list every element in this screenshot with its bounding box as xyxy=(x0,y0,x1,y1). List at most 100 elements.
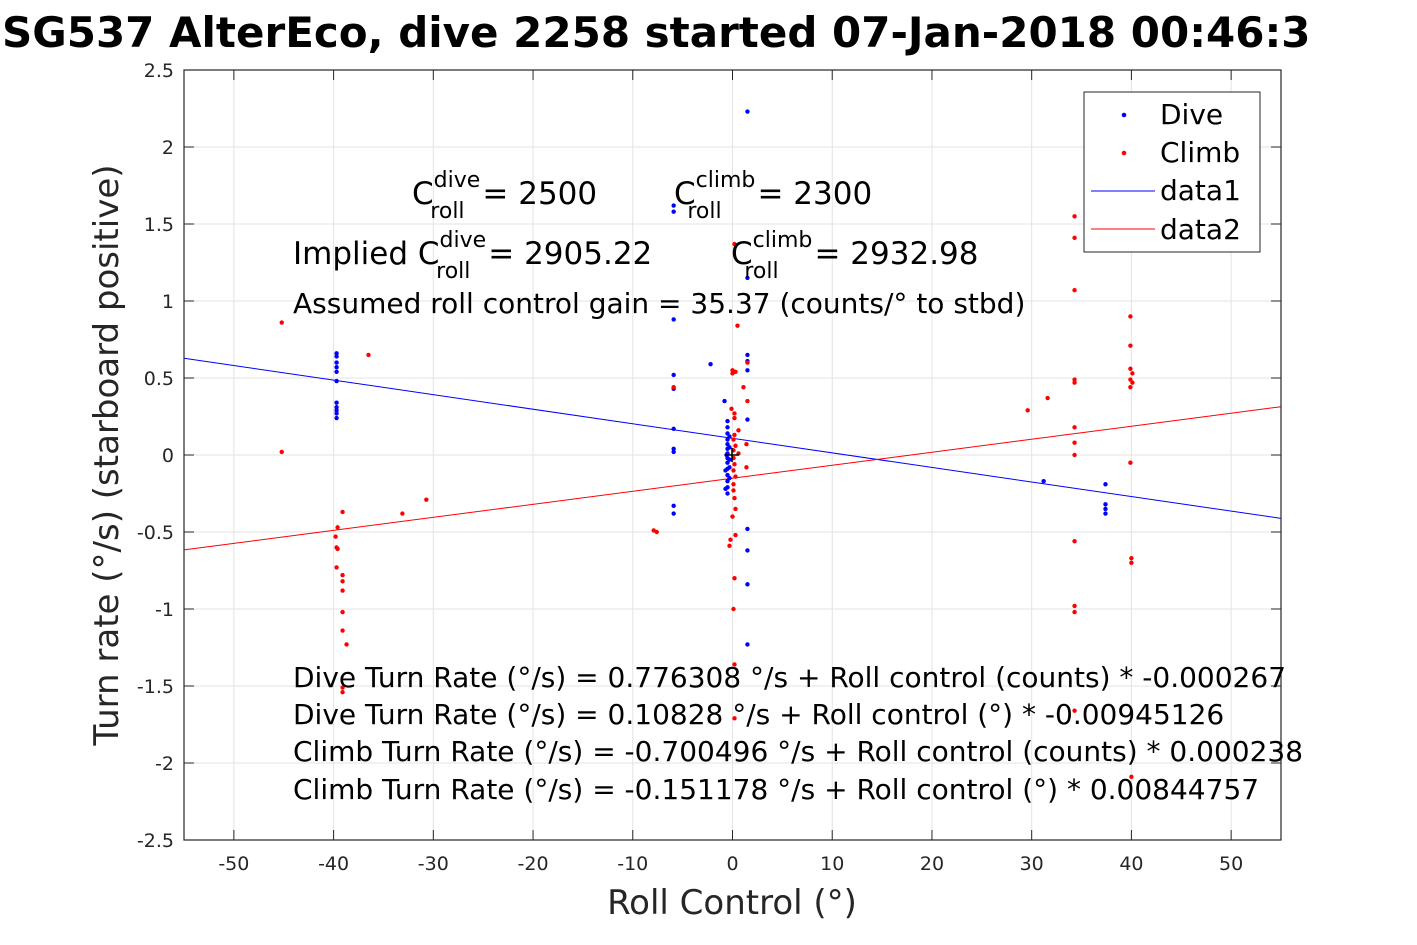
climb-point xyxy=(335,525,340,530)
y-tick-label: -2 xyxy=(155,753,174,775)
climb-point xyxy=(733,474,738,479)
y-tick-label: 1.5 xyxy=(144,214,174,236)
climb-point xyxy=(340,588,345,593)
y-axis-label: Turn rate (°/s) (starboard positive) xyxy=(87,164,127,746)
dive-point xyxy=(725,418,730,424)
dive-point xyxy=(722,398,727,404)
legend: Dive Climb data1 data2 xyxy=(1083,91,1261,253)
c-roll-climb-annotation: Cclimb roll = 2300 xyxy=(674,168,872,224)
climb-point xyxy=(334,565,339,570)
dive-point xyxy=(1041,478,1046,484)
dive-point xyxy=(708,361,713,367)
dive-point xyxy=(334,400,339,405)
climb-point xyxy=(733,443,738,448)
legend-dive-label: Dive xyxy=(1160,98,1223,131)
dive-point xyxy=(745,548,750,553)
climb-point xyxy=(335,546,340,552)
dive-point xyxy=(334,354,339,359)
climb-equation-counts: Climb Turn Rate (°/s) = -0.700496 °/s + … xyxy=(293,735,1303,768)
dive-point xyxy=(671,446,676,452)
climb-point xyxy=(732,576,737,581)
climb-equation-degrees: Climb Turn Rate (°/s) = -0.151178 °/s + … xyxy=(293,773,1259,806)
dive-point xyxy=(334,405,339,410)
dive-point xyxy=(671,209,676,214)
climb-point xyxy=(1128,366,1133,371)
climb-point xyxy=(654,529,659,535)
climb-point xyxy=(1072,377,1077,382)
climb-point xyxy=(732,495,737,501)
climb-point xyxy=(731,606,736,612)
dive-point xyxy=(745,582,750,587)
chart-title: SG537 AlterEco, dive 2258 started 07-Jan… xyxy=(2,8,1310,57)
dive-point xyxy=(727,457,732,462)
climb-point xyxy=(366,352,371,358)
dive-point xyxy=(334,365,339,370)
climb-point xyxy=(732,241,737,247)
climb-point xyxy=(1128,385,1133,390)
implied-c-roll-dive-annotation: Implied Cdive roll = 2905.22 xyxy=(293,228,652,284)
dive-point xyxy=(334,360,339,365)
climb-point xyxy=(1129,555,1134,561)
climb-point xyxy=(732,716,737,721)
x-tick-label: 10 xyxy=(820,853,844,875)
y-tick-label: 2.5 xyxy=(144,60,174,82)
dive-point xyxy=(725,425,730,430)
dive-point xyxy=(671,372,676,378)
x-tick-label: 30 xyxy=(1020,853,1044,875)
legend-climb-marker xyxy=(1121,150,1127,156)
dive-point xyxy=(745,109,750,114)
climb-point xyxy=(1045,395,1050,401)
x-tick-label: -10 xyxy=(617,853,648,875)
dive-point xyxy=(745,368,750,373)
legend-box xyxy=(1083,91,1261,253)
climb-point xyxy=(733,369,738,375)
climb-point xyxy=(340,572,345,578)
dive-point xyxy=(334,408,339,413)
climb-point xyxy=(733,506,738,512)
climb-point xyxy=(731,488,736,493)
dive-point xyxy=(1103,502,1108,507)
climb-point xyxy=(1072,609,1077,615)
climb-point xyxy=(340,509,345,515)
origin-cross-marker xyxy=(725,448,739,462)
x-axis-label: Roll Control (°) xyxy=(607,883,857,923)
climb-point xyxy=(735,323,740,328)
climb-point xyxy=(340,685,345,690)
climb-point xyxy=(279,320,284,325)
dive-point xyxy=(334,415,339,421)
dive-point xyxy=(727,434,732,439)
climb-point xyxy=(1072,452,1077,458)
legend-climb-label: Climb xyxy=(1160,136,1240,169)
climb-point xyxy=(400,511,405,516)
climb-point xyxy=(728,537,733,542)
dive-point xyxy=(671,449,676,455)
dive-point xyxy=(723,486,728,492)
dive-point xyxy=(727,475,732,481)
climb-point xyxy=(733,532,738,538)
climb-point xyxy=(1072,708,1077,713)
dive-point xyxy=(745,352,750,358)
climb-point xyxy=(745,360,750,365)
legend-data2-label: data2 xyxy=(1160,213,1241,246)
climb-point xyxy=(730,514,735,519)
climb-point xyxy=(732,662,737,667)
climb-point xyxy=(1072,214,1077,219)
climb-point xyxy=(279,449,284,455)
climb-point xyxy=(736,428,741,433)
y-tick-label: 1 xyxy=(162,291,174,313)
climb-point xyxy=(1072,425,1077,430)
climb-point xyxy=(744,465,749,470)
climb-point xyxy=(1072,235,1077,241)
x-ticks: -50 -40 -30 -20 -10 0 10 20 30 40 50 xyxy=(218,70,1243,875)
legend-dive-marker xyxy=(1121,112,1127,118)
climb-point xyxy=(1129,774,1134,780)
y-tick-label: 2 xyxy=(162,137,174,159)
annotations: Cdive roll = 2500 Cclimb roll = 2300 Impli… xyxy=(293,168,1303,806)
dive-point xyxy=(1103,482,1108,487)
climb-point xyxy=(1025,408,1030,413)
climb-point xyxy=(340,609,345,615)
y-ticks: 2.5 2 1.5 1 0.5 0 -0.5 -1 -1.5 -2 -2.5 xyxy=(137,60,1281,852)
dive-point xyxy=(725,491,730,496)
climb-point xyxy=(340,628,345,633)
